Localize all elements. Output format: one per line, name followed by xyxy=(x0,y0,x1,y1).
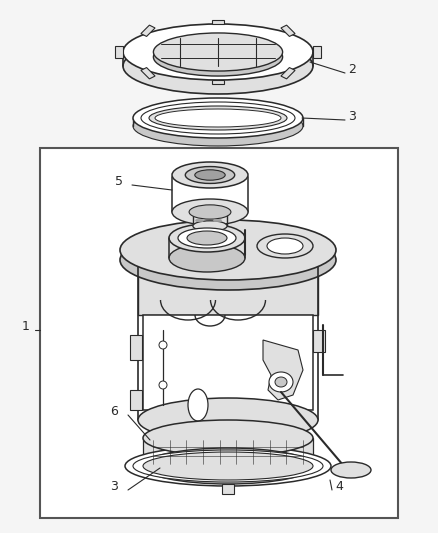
Ellipse shape xyxy=(143,452,313,480)
Ellipse shape xyxy=(178,228,236,248)
Ellipse shape xyxy=(275,377,287,387)
Ellipse shape xyxy=(193,221,227,231)
Text: 1: 1 xyxy=(22,320,30,333)
Ellipse shape xyxy=(169,244,245,272)
Bar xyxy=(143,438,313,466)
Polygon shape xyxy=(281,68,295,79)
Ellipse shape xyxy=(185,166,235,183)
Ellipse shape xyxy=(187,231,227,245)
Ellipse shape xyxy=(143,420,313,456)
Bar xyxy=(130,335,142,360)
Ellipse shape xyxy=(153,33,283,71)
Ellipse shape xyxy=(159,341,167,349)
Polygon shape xyxy=(141,68,155,79)
Bar xyxy=(130,390,142,410)
Ellipse shape xyxy=(138,398,318,442)
Bar xyxy=(40,148,398,518)
Polygon shape xyxy=(263,340,303,400)
Ellipse shape xyxy=(143,448,313,484)
Text: 3: 3 xyxy=(348,110,356,123)
Ellipse shape xyxy=(155,109,281,127)
Ellipse shape xyxy=(267,238,303,254)
Ellipse shape xyxy=(269,372,293,392)
Ellipse shape xyxy=(195,170,225,180)
Polygon shape xyxy=(141,25,155,36)
Polygon shape xyxy=(115,46,123,58)
Ellipse shape xyxy=(153,116,283,136)
Ellipse shape xyxy=(149,106,287,130)
Bar xyxy=(313,330,325,352)
Ellipse shape xyxy=(257,234,313,258)
Bar xyxy=(138,260,318,315)
Polygon shape xyxy=(212,80,224,84)
Polygon shape xyxy=(212,20,224,24)
Ellipse shape xyxy=(141,110,295,142)
Polygon shape xyxy=(281,25,295,36)
Bar xyxy=(143,315,313,410)
Ellipse shape xyxy=(159,381,167,389)
Text: 3: 3 xyxy=(110,480,118,493)
Ellipse shape xyxy=(188,389,208,421)
Ellipse shape xyxy=(133,98,303,138)
Ellipse shape xyxy=(331,462,371,478)
Ellipse shape xyxy=(153,38,283,76)
Bar xyxy=(222,484,234,494)
Text: 4: 4 xyxy=(335,480,343,493)
Ellipse shape xyxy=(120,230,336,290)
Ellipse shape xyxy=(141,102,295,134)
Text: 2: 2 xyxy=(348,63,356,76)
Ellipse shape xyxy=(133,106,303,146)
Ellipse shape xyxy=(133,450,323,482)
Ellipse shape xyxy=(120,220,336,280)
Text: 6: 6 xyxy=(110,405,118,418)
Ellipse shape xyxy=(123,38,313,94)
Ellipse shape xyxy=(172,199,248,225)
Ellipse shape xyxy=(123,24,313,80)
Ellipse shape xyxy=(189,205,231,219)
Polygon shape xyxy=(313,46,321,58)
Ellipse shape xyxy=(147,113,289,139)
Ellipse shape xyxy=(169,224,245,252)
Ellipse shape xyxy=(172,162,248,188)
Text: 5: 5 xyxy=(115,175,123,188)
Ellipse shape xyxy=(125,446,331,486)
